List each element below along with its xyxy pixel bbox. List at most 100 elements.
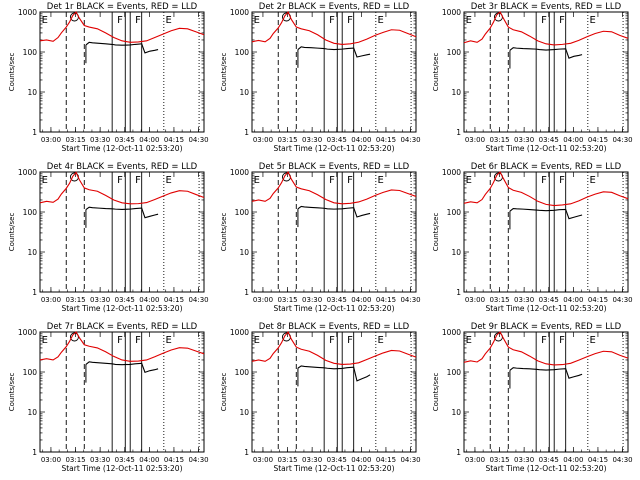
x-tick-label: 04:00 [351, 456, 371, 464]
x-tick-label: 04:15 [588, 136, 608, 144]
y-tick-label: 100 [235, 368, 250, 377]
x-tick-label: 03:15 [489, 296, 509, 304]
y-tick-label: 10 [451, 408, 461, 417]
x-axis-label: Start Time (12-Oct-11 02:53:20) [61, 144, 182, 153]
x-tick-label: 03:30 [90, 296, 110, 304]
events-series-line [509, 367, 583, 379]
y-tick-label: 1000 [442, 168, 461, 177]
y-tick-label: 10 [27, 248, 37, 257]
x-axis-label: Start Time (12-Oct-11 02:53:20) [61, 464, 182, 473]
y-tick-label: 100 [447, 48, 462, 57]
x-tick-label: 03:45 [115, 136, 135, 144]
marker-label-e: E [377, 15, 383, 26]
panel-title: Det 9r BLACK = Events, RED = LLD [471, 322, 622, 332]
x-tick-label: 03:30 [514, 296, 534, 304]
x-tick-label: 04:15 [376, 296, 396, 304]
events-series-line [85, 41, 159, 54]
x-tick-label: 03:30 [514, 456, 534, 464]
x-tick-label: 03:00 [41, 456, 61, 464]
y-tick-label: 100 [23, 368, 38, 377]
y-tick-label: 100 [447, 208, 462, 217]
marker-label-e: E [254, 335, 260, 346]
y-tick-label: 1000 [18, 8, 37, 17]
y-tick-label: 10 [451, 248, 461, 257]
detector-panel: Det 1r BLACK = Events, RED = LLD 1 10 100 10… [8, 2, 209, 153]
x-tick-label: 04:15 [376, 456, 396, 464]
x-tick-label: 03:00 [465, 136, 485, 144]
y-tick-label: 100 [23, 48, 38, 57]
y-tick-label: 1000 [230, 168, 249, 177]
x-tick-label: 03:45 [327, 136, 347, 144]
x-axis-label: Start Time (12-Oct-11 02:53:20) [273, 144, 394, 153]
marker-label-e: E [466, 15, 472, 26]
x-tick-label: 03:00 [253, 296, 273, 304]
x-tick-label: 03:00 [465, 456, 485, 464]
lld-series-line [39, 171, 205, 205]
detector-panel: Det 5r BLACK = Events, RED = LLD 1 10 100 10… [220, 162, 421, 313]
x-tick-label: 04:30 [612, 456, 632, 464]
marker-label-f: F [541, 15, 547, 26]
marker-label-e: E [466, 175, 472, 186]
marker-label-f: F [135, 175, 141, 186]
x-tick-label: 03:15 [65, 136, 85, 144]
detector-panel: Det 3r BLACK = Events, RED = LLD 1 10 100 10… [432, 2, 633, 153]
marker-label-f: F [347, 335, 353, 346]
y-axis-label: Counts/sec [220, 213, 228, 252]
y-axis-label: Counts/sec [432, 373, 440, 412]
panel-title: Det 5r BLACK = Events, RED = LLD [259, 162, 410, 172]
x-tick-label: 04:00 [139, 296, 159, 304]
y-tick-label: 1000 [230, 328, 249, 337]
panel-title: Det 7r BLACK = Events, RED = LLD [47, 322, 198, 332]
plot-frame [251, 171, 417, 293]
events-series-line [85, 206, 159, 219]
x-tick-label: 03:30 [302, 456, 322, 464]
marker-label-f: F [135, 15, 141, 26]
detector-panel: Det 4r BLACK = Events, RED = LLD 1 10 100 10… [8, 162, 209, 313]
panel-title: Det 6r BLACK = Events, RED = LLD [471, 162, 622, 172]
lld-series-line [463, 331, 629, 366]
detector-panel: Det 2r BLACK = Events, RED = LLD 1 10 100 10… [220, 2, 421, 153]
x-tick-label: 03:00 [41, 296, 61, 304]
y-tick-label: 1 [244, 288, 249, 297]
y-axis-label: Counts/sec [432, 213, 440, 252]
x-tick-label: 03:45 [539, 456, 559, 464]
marker-label-f: F [329, 175, 335, 186]
y-tick-label: 1 [456, 448, 461, 457]
plot-frame [39, 11, 205, 133]
panel-title: Det 2r BLACK = Events, RED = LLD [259, 2, 410, 12]
marker-label-f: F [541, 175, 547, 186]
x-tick-label: 04:15 [164, 136, 184, 144]
x-tick-label: 03:45 [539, 136, 559, 144]
marker-label-e: E [42, 335, 48, 346]
panel-title: Det 1r BLACK = Events, RED = LLD [47, 2, 198, 12]
y-axis-label: Counts/sec [220, 53, 228, 92]
marker-label-f: F [347, 15, 353, 26]
x-tick-label: 03:30 [90, 456, 110, 464]
marker-label-f: F [559, 15, 565, 26]
x-tick-label: 04:15 [164, 456, 184, 464]
plot-frame [463, 11, 629, 133]
marker-label-e: E [466, 335, 472, 346]
y-tick-label: 100 [23, 208, 38, 217]
panel-title: Det 4r BLACK = Events, RED = LLD [47, 162, 198, 172]
x-tick-label: 04:30 [612, 296, 632, 304]
marker-label-f: F [329, 15, 335, 26]
y-axis-label: Counts/sec [8, 213, 16, 252]
x-tick-label: 04:00 [139, 136, 159, 144]
x-tick-label: 03:30 [302, 136, 322, 144]
y-tick-label: 1000 [230, 8, 249, 17]
plot-frame [251, 331, 417, 453]
marker-label-e: E [165, 175, 171, 186]
x-tick-label: 04:30 [188, 136, 208, 144]
lld-series-line [39, 331, 205, 362]
marker-label-e: E [165, 15, 171, 26]
y-tick-label: 100 [447, 368, 462, 377]
marker-label-f: F [117, 15, 123, 26]
x-tick-label: 03:15 [277, 136, 297, 144]
x-tick-label: 03:30 [302, 296, 322, 304]
x-axis-label: Start Time (12-Oct-11 02:53:20) [61, 304, 182, 313]
x-axis-label: Start Time (12-Oct-11 02:53:20) [273, 304, 394, 313]
x-tick-label: 03:30 [514, 136, 534, 144]
x-tick-label: 04:15 [588, 296, 608, 304]
